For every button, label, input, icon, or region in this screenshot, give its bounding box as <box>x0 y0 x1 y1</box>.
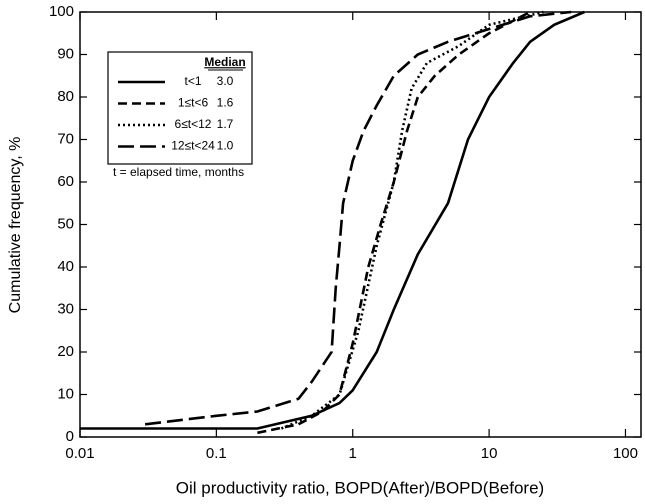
x-tick-label: 10 <box>481 445 498 462</box>
legend-median: 3.0 <box>217 74 234 88</box>
y-tick-label: 10 <box>57 385 74 402</box>
x-tick-label: 0.1 <box>206 445 227 462</box>
series-line <box>80 10 585 430</box>
legend-header: Median <box>204 55 245 69</box>
y-tick-label: 0 <box>66 428 74 445</box>
note: t = elapsed time, months <box>113 165 244 179</box>
y-tick-label: 60 <box>57 173 74 190</box>
x-axis-label: Oil productivity ratio, BOPD(After)/BOPD… <box>176 478 544 497</box>
legend-label: 6≤t<12 <box>175 117 212 131</box>
legend-label: t<1 <box>184 74 201 88</box>
legend-median: 1.6 <box>217 96 234 110</box>
x-tick-label: 1 <box>349 445 357 462</box>
legend-median: 1.7 <box>217 117 234 131</box>
y-tick-label: 80 <box>57 88 74 105</box>
y-tick-label: 20 <box>57 343 74 360</box>
y-tick-label: 90 <box>57 45 74 62</box>
x-tick-label: 0.01 <box>65 445 94 462</box>
y-axis-label: Cumulative frequency, % <box>7 137 24 314</box>
series-line <box>257 10 531 435</box>
y-tick-label: 100 <box>49 3 74 20</box>
legend-median: 1.0 <box>217 139 234 153</box>
legend-label: 1≤t<6 <box>178 96 209 110</box>
legend-label: 12≤t<24 <box>171 139 215 153</box>
y-tick-label: 70 <box>57 130 74 147</box>
y-tick-label: 30 <box>57 300 74 317</box>
y-tick-label: 50 <box>57 215 74 232</box>
x-tick-label: 100 <box>613 445 638 462</box>
y-tick-label: 40 <box>57 258 74 275</box>
series-line <box>144 10 572 426</box>
